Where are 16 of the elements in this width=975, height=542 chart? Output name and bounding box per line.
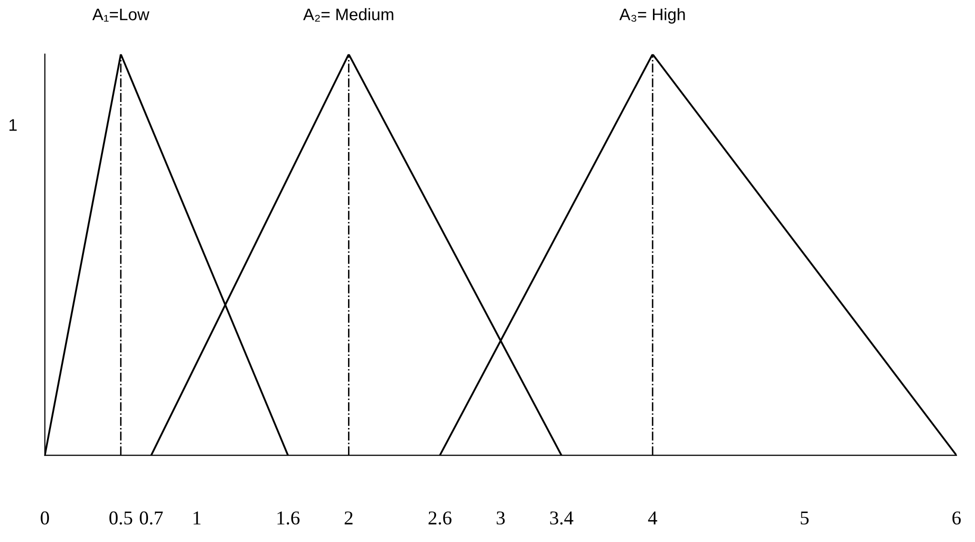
x-tick-label: 0 <box>40 511 49 525</box>
x-tick-label: 2.6 <box>428 511 452 525</box>
x-tick-label: 1 <box>194 511 200 524</box>
x-tick-label: 6 <box>952 511 961 525</box>
x-tick-label: 3 <box>496 511 505 525</box>
x-tick-label: 2 <box>344 511 353 524</box>
x-tick-label: 0.5 <box>109 511 132 525</box>
x-tick-label: 4 <box>648 512 658 524</box>
text: A₃= High <box>619 8 685 24</box>
text: 1 <box>10 119 17 131</box>
x-tick-label: 0.7 <box>140 511 163 525</box>
x-tick-label: 3.4 <box>550 511 574 525</box>
text: A₁=Low <box>92 8 150 22</box>
x-tick-label: 1.6 <box>278 511 300 525</box>
x-tick-label: 5 <box>800 512 809 525</box>
text: A₂= Medium <box>303 8 394 22</box>
